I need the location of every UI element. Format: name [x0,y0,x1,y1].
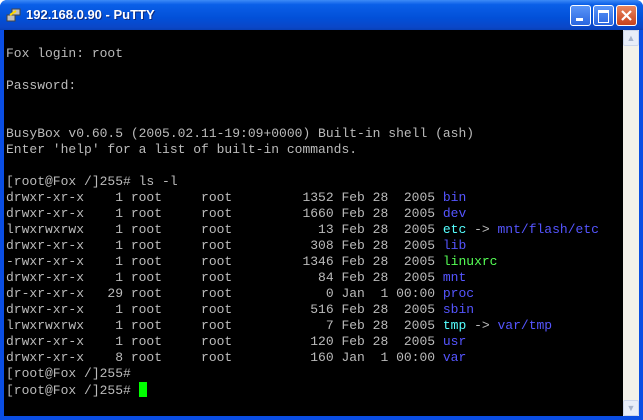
terminal-line [6,30,623,46]
file-info: drwxr-xr-x 1 root root 516 Feb 28 2005 [6,302,443,317]
shell-prompt-active[interactable]: [root@Fox /]255# [6,382,623,398]
vertical-scrollbar[interactable]: ▲ ▼ [623,30,639,416]
listing-row: drwxr-xr-x 1 root root 84 Feb 28 2005 mn… [6,270,623,286]
chevron-up-icon: ▲ [626,33,636,43]
file-name: bin [442,190,467,205]
terminal-line: Fox login: root [6,46,124,61]
file-name: var [442,350,467,365]
file-name: mnt [442,270,467,285]
file-name: dev [442,206,467,221]
file-name: lib [442,238,467,253]
terminal-line: [root@Fox /]255# ls -l [6,174,178,189]
terminal-line [6,62,623,78]
listing-row: drwxr-xr-x 1 root root 120 Feb 28 2005 u… [6,334,623,350]
symlink-target: var/tmp [497,318,553,333]
listing-row: drwxr-xr-x 8 root root 160 Jan 1 00:00 v… [6,350,623,366]
file-name: tmp [442,318,467,333]
symlink-arrow: -> [466,222,498,237]
file-info: drwxr-xr-x 1 root root 84 Feb 28 2005 [6,270,443,285]
symlink-arrow: -> [466,318,498,333]
maximize-icon [598,10,609,23]
putty-icon[interactable] [6,7,22,23]
close-button[interactable] [616,5,637,26]
minimize-icon [576,18,583,21]
terminal-line: Enter 'help' for a list of built-in comm… [6,142,358,157]
file-info: drwxr-xr-x 1 root root 120 Feb 28 2005 [6,334,443,349]
file-name: proc [442,286,475,301]
file-name: sbin [442,302,475,317]
listing-row: drwxr-xr-x 1 root root 1660 Feb 28 2005 … [6,206,623,222]
file-info: drwxr-xr-x 1 root root 1352 Feb 28 2005 [6,190,443,205]
scroll-down-button[interactable]: ▼ [623,400,639,416]
title-bar[interactable]: 192.168.0.90 - PuTTY [0,0,643,30]
listing-row: drwxr-xr-x 1 root root 308 Feb 28 2005 l… [6,238,623,254]
terminal-line: BusyBox v0.60.5 (2005.02.11-19:09+0000) … [6,126,475,141]
terminal-line: Password: [6,78,77,93]
chevron-down-icon: ▼ [626,403,636,413]
file-info: drwxr-xr-x 1 root root 1660 Feb 28 2005 [6,206,443,221]
terminal-line [6,110,623,126]
file-info: drwxr-xr-x 1 root root 308 Feb 28 2005 [6,238,443,253]
symlink-target: mnt/flash/etc [497,222,599,237]
scroll-up-button[interactable]: ▲ [623,30,639,46]
prompt-text: [root@Fox /]255# [6,383,139,398]
file-info: dr-xr-xr-x 29 root root 0 Jan 1 00:00 [6,286,443,301]
terminal-line [6,94,623,110]
file-info: drwxr-xr-x 8 root root 160 Jan 1 00:00 [6,350,443,365]
close-icon [621,10,632,21]
minimize-button[interactable] [570,5,591,26]
terminal-line [6,158,623,174]
file-info: -rwxr-xr-x 1 root root 1346 Feb 28 2005 [6,254,443,269]
listing-row: drwxr-xr-x 1 root root 1352 Feb 28 2005 … [6,190,623,206]
window-title: 192.168.0.90 - PuTTY [26,7,155,22]
maximize-button[interactable] [593,5,614,26]
file-name: etc [442,222,467,237]
file-info: lrwxrwxrwx 1 root root 7 Feb 28 2005 [6,318,443,333]
listing-row: -rwxr-xr-x 1 root root 1346 Feb 28 2005 … [6,254,623,270]
listing-row: drwxr-xr-x 1 root root 516 Feb 28 2005 s… [6,302,623,318]
file-name: linuxrc [442,254,498,269]
shell-prompt: [root@Fox /]255# [6,366,131,381]
file-info: lrwxrwxrwx 1 root root 13 Feb 28 2005 [6,222,443,237]
text-cursor [138,382,147,397]
terminal-output[interactable]: Fox login: root Password: BusyBox v0.60.5 … [4,30,623,416]
listing-row: lrwxrwxrwx 1 root root 7 Feb 28 2005 tmp… [6,318,623,334]
listing-row: dr-xr-xr-x 29 root root 0 Jan 1 00:00 pr… [6,286,623,302]
file-name: usr [442,334,467,349]
listing-row: lrwxrwxrwx 1 root root 13 Feb 28 2005 et… [6,222,623,238]
